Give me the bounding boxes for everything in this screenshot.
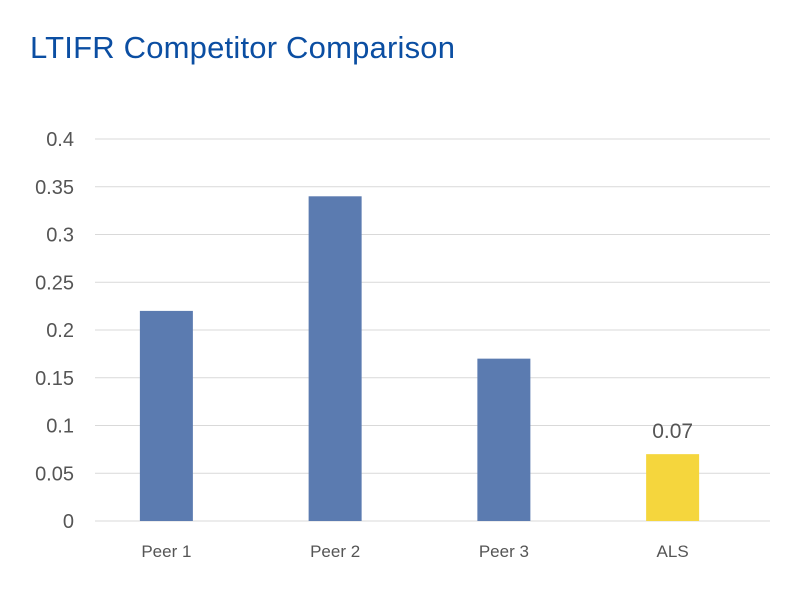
y-tick-label: 0.3 <box>46 225 74 247</box>
y-tick-label: 0.25 <box>35 272 74 294</box>
y-tick-label: 0.35 <box>35 177 74 199</box>
x-category-label: Peer 3 <box>479 542 529 561</box>
y-tick-label: 0 <box>63 511 74 533</box>
y-tick-label: 0.1 <box>46 416 74 438</box>
data-label: 0.07 <box>652 420 693 443</box>
bars <box>139 196 700 522</box>
y-axis-ticks: 0 0.05 0.1 0.15 0.2 0.25 0.3 0.35 0.4 <box>35 129 74 533</box>
bar-peer-1 <box>139 310 193 521</box>
x-category-label: Peer 1 <box>141 542 191 561</box>
chart-title: LTIFR Competitor Comparison <box>30 30 456 65</box>
x-category-label: Peer 2 <box>310 542 360 561</box>
data-labels: 0.07 <box>652 420 693 443</box>
x-category-label: ALS <box>657 542 689 561</box>
y-tick-label: 0.15 <box>35 368 74 390</box>
gridlines <box>95 138 770 522</box>
bar-peer-3 <box>477 358 531 521</box>
y-tick-label: 0.2 <box>46 320 74 342</box>
y-tick-label: 0.05 <box>35 463 74 485</box>
bar-peer-2 <box>308 196 362 522</box>
x-axis-labels: Peer 1 Peer 2 Peer 3 ALS <box>141 542 688 561</box>
y-tick-label: 0.4 <box>46 129 74 151</box>
bar-als <box>646 454 700 521</box>
